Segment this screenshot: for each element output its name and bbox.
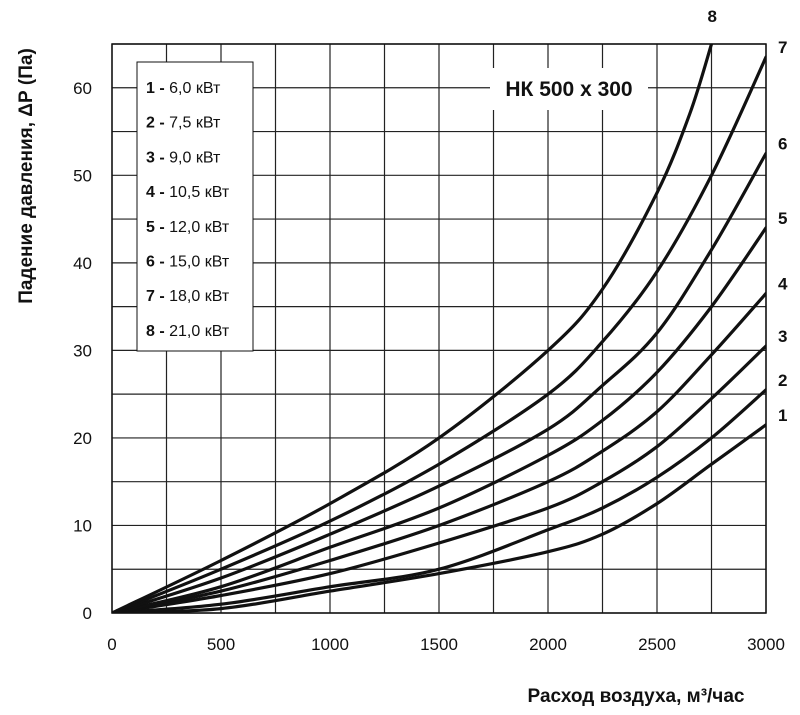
series-label-7: 7 [778, 38, 787, 57]
legend-number: 2 - [146, 115, 169, 132]
legend-value: 12,0 кВт [169, 219, 230, 236]
model-label-background [490, 68, 648, 110]
legend-value: 7,5 кВт [169, 115, 221, 132]
legend-value: 6,0 кВт [169, 80, 221, 97]
series-label-4: 4 [778, 274, 788, 293]
curves [112, 44, 766, 613]
y-tick-label: 40 [73, 254, 92, 273]
x-tick-label: 2500 [638, 635, 676, 654]
model-label-box: НК 500 x 300 [490, 68, 648, 110]
x-axis-title: Расход воздуха, м³/час [528, 686, 745, 707]
x-tick-label: 3000 [747, 635, 785, 654]
legend-number: 3 - [146, 149, 169, 166]
legend-number: 4 - [146, 184, 169, 201]
legend-number: 5 - [146, 219, 169, 236]
series-label-1: 1 [778, 406, 787, 425]
legend-value: 9,0 кВт [169, 149, 221, 166]
legend-value: 18,0 кВт [169, 288, 230, 305]
series-label-2: 2 [778, 371, 787, 390]
series-line-3 [112, 344, 766, 613]
legend-number: 8 - [146, 323, 169, 340]
legend-value: 10,5 кВт [169, 184, 230, 201]
x-tick-label: 0 [107, 635, 116, 654]
legend-entry-4: 4 - 10,5 кВт [146, 184, 230, 201]
legend-number: 1 - [146, 80, 169, 97]
legend-entry-6: 6 - 15,0 кВт [146, 254, 230, 271]
legend-entry-7: 7 - 18,0 кВт [146, 288, 230, 305]
x-tick-label: 1000 [311, 635, 349, 654]
legend-entry-5: 5 - 12,0 кВт [146, 219, 230, 236]
legend-number: 7 - [146, 288, 169, 305]
legend-box [136, 61, 254, 352]
y-tick-label: 20 [73, 429, 92, 448]
y-tick-label: 30 [73, 341, 92, 360]
tick-labels: 0 500 1000 1500 2000 2500 3000 0 10 20 30 40 50 60 [73, 79, 785, 654]
chart-title: НК 500 x 300 [505, 78, 632, 101]
y-tick-label: 50 [73, 166, 92, 185]
series-line-8 [112, 44, 714, 613]
series-label-5: 5 [778, 209, 787, 228]
plot-frame [111, 43, 767, 614]
series-label-6: 6 [778, 134, 787, 153]
series-line-7 [112, 55, 766, 613]
legend-value: 15,0 кВт [169, 254, 230, 271]
y-tick-label: 60 [73, 79, 92, 98]
y-tick-label: 0 [83, 604, 92, 623]
series-label-8: 8 [708, 7, 717, 26]
series-line-5 [112, 226, 766, 613]
y-axis-title: Падение давления, ΔР (Па) [16, 48, 37, 304]
series-line-2 [112, 388, 766, 613]
legend-entry-1: 1 - 6,0 кВт [146, 80, 221, 97]
x-tick-label: 500 [207, 635, 235, 654]
x-tick-label: 1500 [420, 635, 458, 654]
curve-labels: 1 2 3 4 5 6 7 8 [708, 7, 789, 425]
legend-value: 21,0 кВт [169, 323, 230, 340]
legend-entry-2: 2 - 7,5 кВт [146, 115, 221, 132]
series-label-3: 3 [778, 327, 787, 346]
x-tick-label: 2000 [529, 635, 567, 654]
series-line-6 [112, 151, 766, 613]
series-line-1 [112, 423, 766, 613]
legend-entry-8: 8 - 21,0 кВт [146, 323, 230, 340]
legend-entry-3: 3 - 9,0 кВт [146, 149, 221, 166]
y-tick-label: 10 [73, 516, 92, 535]
legend-number: 6 - [146, 254, 169, 271]
series-line-4 [112, 291, 766, 613]
